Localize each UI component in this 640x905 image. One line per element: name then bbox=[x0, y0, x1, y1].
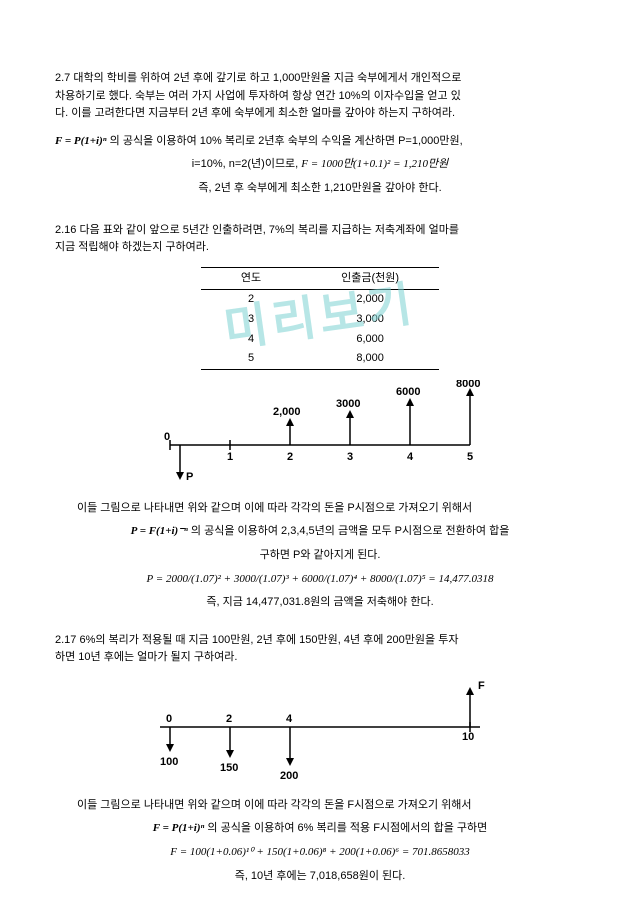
p27-answer: F = P(1+i)ⁿ 의 공식을 이용하여 10% 복리로 2년후 숙부의 수… bbox=[55, 133, 585, 198]
p216-a3: 구하면 P와 같아지게 된다. bbox=[55, 547, 585, 565]
th-withdraw: 인출금(천원) bbox=[301, 267, 439, 290]
p27-a3: 즉, 2년 후 숙부에게 최소한 1,210만원을 갚아야 한다. bbox=[55, 180, 585, 198]
p27-a2-formula: F = 1000만(1+0.1)² = 1,210만원 bbox=[301, 158, 448, 170]
tick-10: 10 bbox=[462, 731, 474, 743]
p216-table-wrap: 연도 인출금(천원) 22,000 33,000 46,000 58,000 bbox=[55, 267, 585, 370]
tick-2: 2 bbox=[287, 451, 293, 463]
tick-0: 0 bbox=[164, 431, 170, 443]
cashflow-diagram-2: 0 100 2 150 4 200 10 F bbox=[140, 677, 500, 787]
p27-q-line2: 차용하기로 했다. 숙부는 여러 가지 사업에 투자하여 항상 연간 10%의 … bbox=[55, 90, 461, 102]
p216-a1: 이들 그림으로 나타내면 위와 같으며 이에 따라 각각의 돈을 P시점으로 가… bbox=[55, 500, 585, 518]
p27-formula1: F = P(1+i)ⁿ bbox=[55, 135, 107, 147]
p216-q-line2: 지금 적립해야 하겠는지 구하여라. bbox=[55, 241, 209, 253]
p27-a1-text: 의 공식을 이용하여 10% 복리로 2년후 숙부의 수익을 계산하면 P=1,… bbox=[110, 135, 463, 147]
p216-a4: 즉, 지금 14,477,031.8원의 금액을 저축해야 한다. bbox=[55, 594, 585, 612]
tick-2b: 2 bbox=[226, 713, 232, 725]
cell: 2 bbox=[201, 290, 301, 310]
p27-q-line1: 2.7 대학의 학비를 위하여 2년 후에 갚기로 하고 1,000만원을 지금… bbox=[55, 72, 461, 84]
tick-3: 3 bbox=[347, 451, 353, 463]
p217-a1: 이들 그림으로 나타내면 위와 같으며 이에 따라 각각의 돈을 F시점으로 가… bbox=[55, 797, 585, 815]
p217-diagram: 0 100 2 150 4 200 10 F bbox=[55, 677, 585, 787]
up-8000: 8000 bbox=[456, 380, 480, 390]
cell: 6,000 bbox=[301, 330, 439, 350]
down-150: 150 bbox=[220, 762, 238, 774]
down-200: 200 bbox=[280, 770, 298, 782]
p217-q-line1: 2.17 6%의 복리가 적용될 때 지금 100만원, 2년 후에 150만원… bbox=[55, 634, 458, 646]
p216-question: 2.16 다음 표와 같이 앞으로 5년간 인출하려면, 7%의 복리를 지급하… bbox=[55, 222, 585, 257]
p27-a2-pre: i=10%, n=2(년)이므로, bbox=[192, 158, 302, 170]
p27-a2: i=10%, n=2(년)이므로, F = 1000만(1+0.1)² = 1,… bbox=[55, 156, 585, 174]
p217-formula-calc: F = 100(1+0.06)¹⁰ + 150(1+0.06)⁸ + 200(1… bbox=[55, 844, 585, 862]
p216-formula: P = F(1+i)⁻ⁿ bbox=[131, 525, 188, 537]
p216-q-line1: 2.16 다음 표와 같이 앞으로 5년간 인출하려면, 7%의 복리를 지급하… bbox=[55, 224, 459, 236]
down-100: 100 bbox=[160, 756, 178, 768]
p217-a2-post: 의 공식을 이용하여 6% 복리를 적용 F시점에서의 합을 구하면 bbox=[207, 822, 487, 834]
p216-a2-post: 의 공식을 이용하여 2,3,4,5년의 금액을 모두 P시점으로 전환하여 합… bbox=[191, 525, 509, 537]
p27-question: 2.7 대학의 학비를 위하여 2년 후에 갚기로 하고 1,000만원을 지금… bbox=[55, 70, 585, 123]
tick-1: 1 bbox=[227, 451, 233, 463]
p216-diagram: 0 1 2,000 2 3000 3 6000 4 bbox=[55, 380, 585, 490]
p-label: P bbox=[186, 471, 193, 483]
cell: 3 bbox=[201, 310, 301, 330]
p216-formula-calc: P = 2000/(1.07)² + 3000/(1.07)³ + 6000/(… bbox=[55, 571, 585, 589]
tick-4: 4 bbox=[407, 451, 414, 463]
tick-5: 5 bbox=[467, 451, 473, 463]
p217-question: 2.17 6%의 복리가 적용될 때 지금 100만원, 2년 후에 150만원… bbox=[55, 632, 585, 667]
p217-a3: 즉, 10년 후에는 7,018,658원이 된다. bbox=[55, 868, 585, 886]
tick-4b: 4 bbox=[286, 713, 293, 725]
up-3000: 3000 bbox=[336, 398, 360, 410]
p217-formula: F = P(1+i)ⁿ bbox=[153, 822, 205, 834]
cashflow-diagram-1: 0 1 2,000 2 3000 3 6000 4 bbox=[150, 380, 490, 490]
p217-q-line2: 하면 10년 후에는 얼마가 될지 구하여라. bbox=[55, 651, 237, 663]
cell: 3,000 bbox=[301, 310, 439, 330]
table-row: 46,000 bbox=[201, 330, 439, 350]
cell: 2,000 bbox=[301, 290, 439, 310]
table-row: 22,000 bbox=[201, 290, 439, 310]
up-2000: 2,000 bbox=[273, 406, 301, 418]
up-6000: 6000 bbox=[396, 386, 420, 398]
cell: 5 bbox=[201, 349, 301, 369]
p217-a2: F = P(1+i)ⁿ 의 공식을 이용하여 6% 복리를 적용 F시점에서의 … bbox=[55, 820, 585, 838]
th-year: 연도 bbox=[201, 267, 301, 290]
tick-0b: 0 bbox=[166, 713, 172, 725]
p27-q-line3: 다. 이를 고려한다면 지금부터 2년 후에 숙부에게 최소한 얼마를 갚아야 … bbox=[55, 107, 455, 119]
p216-table: 연도 인출금(천원) 22,000 33,000 46,000 58,000 bbox=[201, 267, 439, 370]
cell: 8,000 bbox=[301, 349, 439, 369]
p216-a2: P = F(1+i)⁻ⁿ 의 공식을 이용하여 2,3,4,5년의 금액을 모두… bbox=[55, 523, 585, 541]
table-row: 58,000 bbox=[201, 349, 439, 369]
document-page: 미리보기 2.7 대학의 학비를 위하여 2년 후에 갚기로 하고 1,000만… bbox=[0, 0, 640, 905]
table-row: 33,000 bbox=[201, 310, 439, 330]
cell: 4 bbox=[201, 330, 301, 350]
f-label: F bbox=[478, 680, 485, 692]
